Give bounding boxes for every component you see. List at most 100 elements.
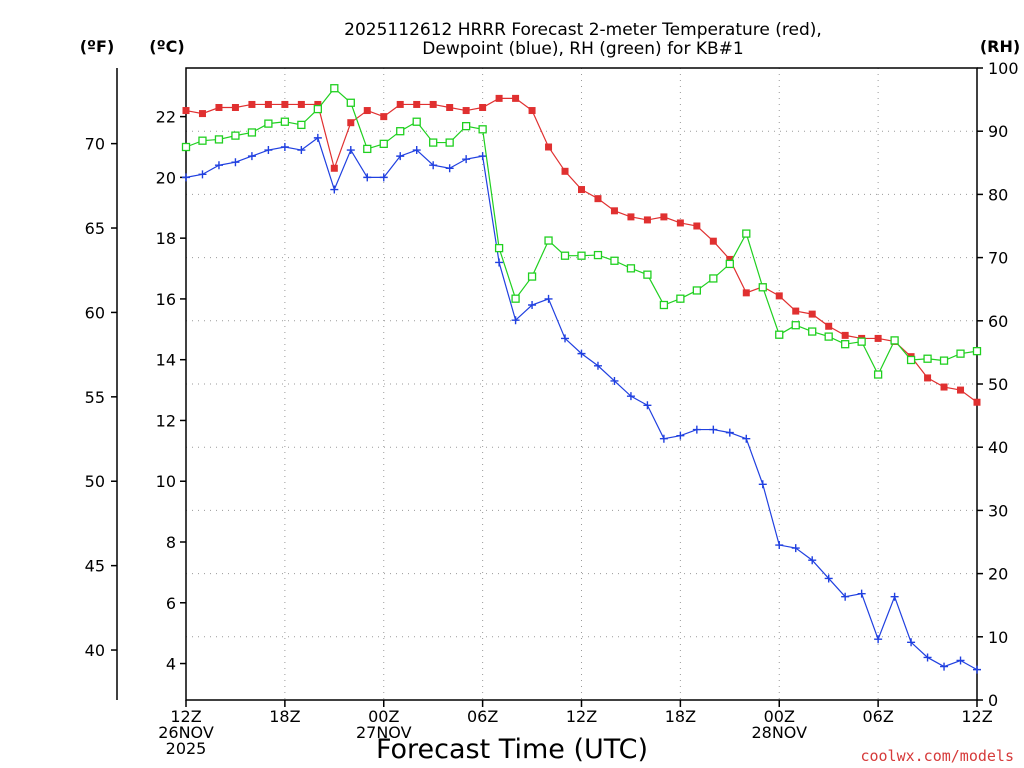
dewpoint-point — [791, 544, 800, 553]
time-tick-label: 12Z — [961, 707, 992, 726]
dewpoint-point — [182, 173, 190, 182]
temperature-point — [775, 292, 783, 300]
dewpoint-point — [874, 635, 883, 644]
temperature-point — [396, 100, 404, 108]
dewpoint-point — [412, 146, 421, 155]
rh-point — [923, 354, 932, 363]
temperature-point — [545, 143, 553, 151]
temperature-point — [610, 207, 618, 215]
time-tick-label: 26NOV — [158, 723, 214, 742]
rh-point — [808, 327, 817, 336]
time-tick-label: 18Z — [665, 707, 696, 726]
temperature-point — [429, 100, 437, 108]
rh-point — [544, 236, 553, 245]
chart-title-line-2: Dewpoint (blue), RH (green) for KB#1 — [422, 39, 743, 59]
time-tick-label: 12Z — [566, 707, 597, 726]
dewpoint-point — [725, 428, 734, 437]
temperature-point — [841, 331, 849, 339]
temperature-point — [215, 104, 223, 111]
dewpoint-point — [610, 376, 619, 385]
dewpoint-point — [445, 164, 454, 173]
rh-point — [461, 121, 471, 131]
rh-point — [313, 104, 322, 114]
rh-point — [429, 138, 438, 147]
dewpoint-point — [495, 258, 504, 267]
temperature-point — [742, 289, 750, 297]
dewpoint-line — [185, 136, 978, 671]
temperature-point — [347, 119, 355, 127]
celsius-tick-label: 22 — [156, 108, 176, 127]
temperature-point — [380, 113, 388, 121]
fahrenheit-tick-label: 70 — [85, 135, 105, 154]
series-layer — [181, 84, 982, 674]
rh-point — [643, 270, 652, 279]
temperature-point — [957, 386, 965, 394]
time-tick-label: 00Z — [368, 707, 399, 726]
temperature-point — [940, 383, 948, 391]
temperature-point — [693, 222, 701, 230]
time-tick-label: 12Z — [170, 707, 201, 726]
temperature-point — [248, 100, 256, 108]
rh-tick-label: 0 — [988, 691, 998, 710]
rh-point — [198, 136, 207, 145]
rh-point — [742, 229, 751, 238]
rh-point — [725, 259, 734, 269]
celsius-tick-label: 10 — [156, 472, 176, 491]
dewpoint-point — [841, 592, 850, 601]
temperature-point — [726, 255, 734, 263]
rh-point — [593, 250, 603, 260]
dewpoint-point — [626, 392, 635, 401]
rh-point — [709, 274, 718, 283]
temperature-point — [182, 107, 190, 115]
rh-point — [330, 84, 339, 93]
rh-point — [478, 125, 487, 134]
dewpoint-point — [264, 146, 273, 155]
rh-point — [873, 370, 883, 379]
rh-tick-label: 90 — [988, 122, 1008, 141]
celsius-tick-label: 4 — [166, 655, 176, 674]
celsius-tick-label: 14 — [156, 351, 176, 370]
dewpoint-point — [198, 170, 207, 179]
grid-lines — [186, 68, 977, 700]
dewpoint-point — [659, 434, 668, 443]
rh-point — [841, 340, 850, 349]
dewpoint-point — [363, 173, 372, 182]
rh-point — [857, 337, 866, 346]
dewpoint-point — [478, 152, 487, 161]
dewpoint-point — [742, 434, 751, 443]
rh-point — [346, 98, 355, 107]
rh-point — [890, 336, 899, 345]
rh-axis: 0 10 20 30 40 50 60 70 80 90 100 — [977, 59, 1019, 710]
rh-point — [791, 321, 800, 330]
rh-tick-label: 50 — [988, 375, 1008, 394]
dewpoint-point — [346, 146, 355, 155]
time-tick-label: 06Z — [467, 707, 498, 726]
dewpoint-point — [940, 662, 949, 671]
fahrenheit-tick-label: 55 — [85, 388, 105, 407]
temperature-point — [363, 107, 371, 115]
temperature-point — [512, 94, 520, 102]
rh-unit-label: (RH) — [980, 37, 1020, 56]
rh-point — [758, 283, 767, 292]
dewpoint-point — [923, 653, 932, 662]
dewpoint-point — [379, 173, 388, 182]
rh-point — [626, 264, 636, 273]
rh-point — [610, 256, 619, 265]
rh-point — [264, 119, 273, 128]
temperature-point — [924, 374, 932, 382]
rh-point — [363, 144, 372, 154]
temperature-point — [578, 186, 585, 194]
dewpoint-point — [313, 133, 322, 142]
rh-point — [231, 131, 240, 140]
rh-tick-label: 20 — [988, 565, 1008, 584]
temperature-point — [561, 167, 569, 175]
dewpoint-point — [808, 556, 817, 565]
rh-point — [577, 251, 586, 260]
temperature-point — [314, 100, 322, 108]
temperature-point — [413, 100, 421, 108]
series-temperature — [182, 94, 981, 406]
celsius-axis: 4 6 8 10 12 14 16 18 20 22 — [156, 108, 186, 674]
celsius-tick-label: 16 — [156, 290, 176, 309]
rh-point — [379, 139, 388, 148]
rh-point — [824, 332, 833, 341]
